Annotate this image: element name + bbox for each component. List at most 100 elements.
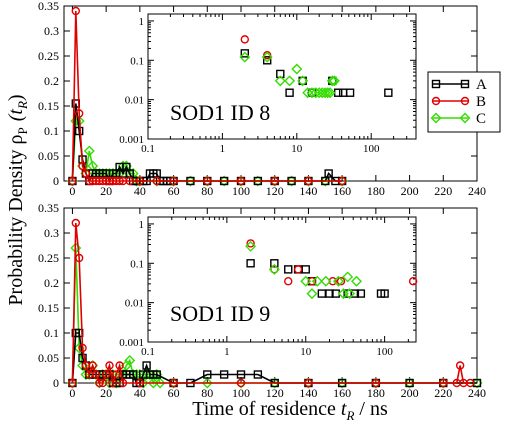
top-inset-frame bbox=[147, 13, 417, 140]
top-x-tick-label: 220 bbox=[434, 184, 452, 198]
top-series-B-point bbox=[81, 169, 91, 178]
top-inset-series-A-point bbox=[240, 49, 249, 58]
bottom-inset-x-tick-label: 100 bbox=[376, 346, 393, 358]
bottom-x-tick-label: 180 bbox=[367, 386, 385, 400]
top-series-A-point bbox=[74, 126, 84, 136]
top-series-A-point bbox=[324, 169, 333, 178]
top-y-tick-label: 0.1 bbox=[44, 124, 59, 138]
top-y-tick-label: 0.25 bbox=[38, 49, 59, 63]
bottom-inset-x-tick-label: 0.1 bbox=[141, 346, 155, 358]
bottom-series-B-point bbox=[98, 378, 107, 388]
bottom-series-B-point bbox=[135, 378, 145, 388]
bottom-series-B-point bbox=[101, 370, 111, 379]
bottom-inset-series-C-point bbox=[342, 271, 354, 283]
bottom-y-tick-label: 0.25 bbox=[38, 251, 59, 265]
bottom-x-tick-label: 60 bbox=[168, 386, 180, 400]
top-inset-series-C-point bbox=[239, 51, 251, 63]
bottom-y-tick-label: 0 bbox=[53, 376, 59, 390]
bottom-y-tick-label: 0.3 bbox=[44, 226, 59, 240]
top-inset-x-tick-label: 100 bbox=[363, 143, 380, 155]
bottom-series-C-point bbox=[201, 377, 213, 389]
legend-label-A: A bbox=[476, 77, 487, 93]
top-inset-x-tick-label: 1 bbox=[220, 143, 226, 155]
bottom-inset-series-C-point bbox=[344, 288, 356, 300]
top-inset-series-A-point bbox=[276, 69, 285, 79]
top-inset-series-A-point bbox=[298, 76, 307, 86]
bottom-inset-series-C-point bbox=[351, 275, 362, 287]
bottom-inset-series-C-point bbox=[245, 240, 257, 252]
top-inset-marks: 0.1 1 10 100 0.001 0.01 0.1 1 bbox=[119, 14, 417, 155]
bottom-series-B-point bbox=[455, 361, 465, 370]
bottom-series-B-point bbox=[74, 253, 84, 263]
top-inset-series-C-point bbox=[302, 87, 314, 99]
top-inset-series-C-point bbox=[328, 75, 340, 87]
legend: ABC bbox=[427, 71, 501, 133]
top-inset-label: SOD1 ID 8 bbox=[170, 100, 270, 125]
bottom-series-B-point bbox=[105, 361, 114, 370]
top-inset-series-C-point bbox=[284, 75, 296, 87]
bottom-series-B-point bbox=[78, 343, 87, 353]
bottom-series-B-point bbox=[169, 378, 178, 388]
top-y-tick-label: 0.05 bbox=[38, 149, 59, 163]
top-inset-series-C-point bbox=[322, 87, 334, 99]
bottom-series-B-point bbox=[88, 361, 97, 370]
legend-marker-C bbox=[430, 112, 442, 124]
bottom-series-B-point bbox=[466, 378, 475, 388]
bottom-x-tick-label: 100 bbox=[232, 386, 250, 400]
bottom-series-B-point bbox=[304, 378, 313, 388]
bottom-inset-series-B-point bbox=[408, 277, 418, 286]
top-x-tick-label: 140 bbox=[299, 184, 317, 198]
top-inset-x-tick-label: 10 bbox=[291, 143, 303, 155]
top-x-tick-label: 20 bbox=[100, 184, 112, 198]
top-x-tick-label: 200 bbox=[401, 184, 419, 198]
top-series-B-point bbox=[236, 176, 246, 186]
top-x-tick-label: 100 bbox=[232, 184, 250, 198]
top-x-tick-label: 0 bbox=[69, 184, 75, 198]
bottom-x-tick-label: 160 bbox=[333, 386, 351, 400]
bottom-series-B-point bbox=[68, 378, 77, 388]
legend-marker-B bbox=[460, 96, 470, 106]
bottom-series-A-point bbox=[236, 370, 246, 379]
bottom-series-C-point bbox=[124, 355, 136, 366]
bottom-inset-x-tick-label: 1 bbox=[224, 346, 230, 358]
top-inset-series-C-point bbox=[291, 63, 303, 75]
bottom-x-tick-label: 0 bbox=[69, 386, 75, 400]
top-series-B-point bbox=[135, 176, 145, 186]
top-inset-series-A-point bbox=[345, 88, 355, 97]
bottom-series-A-point bbox=[253, 370, 263, 379]
top-inset-series-C-point bbox=[274, 75, 286, 87]
bottom-y-tick-label: 0.05 bbox=[38, 351, 59, 365]
top-inset-series-C-point bbox=[297, 75, 309, 87]
top-inset-series-C-point bbox=[319, 87, 331, 99]
top-inset-series-A-point bbox=[328, 76, 337, 86]
bottom-x-tick-label: 140 bbox=[299, 386, 317, 400]
top-series-B-point bbox=[304, 176, 313, 186]
bottom-inset-series-B-point bbox=[284, 277, 293, 286]
top-inset-series-C-point bbox=[324, 87, 336, 99]
top-series-B-point bbox=[78, 161, 87, 171]
x-axis-label: Time of residence tR / ns bbox=[192, 398, 388, 423]
top-x-tick-label: 80 bbox=[201, 184, 213, 198]
top-y-tick-label: 0.3 bbox=[44, 24, 59, 38]
top-inset-series-B-point bbox=[262, 50, 272, 60]
top-series-B-point bbox=[169, 176, 178, 186]
top-x-tick-label: 240 bbox=[468, 184, 486, 198]
bottom-inset-series-C-point bbox=[306, 288, 318, 300]
bottom-series-B-point bbox=[115, 361, 124, 370]
top-inset-y-tick-label: 1 bbox=[139, 16, 145, 28]
bottom-inset-series-C-point bbox=[332, 275, 344, 287]
bottom-series-B-point bbox=[371, 378, 381, 388]
bottom-inset-y-tick-label: 0.001 bbox=[119, 337, 144, 349]
bottom-x-tick-label: 120 bbox=[266, 386, 284, 400]
bottom-series-B-line bbox=[71, 222, 471, 386]
top-inset-series-A-point bbox=[384, 88, 393, 97]
bottom-series-C-point bbox=[154, 377, 166, 389]
bottom-inset-series-A-point bbox=[350, 289, 360, 298]
top-x-tick-label: 160 bbox=[333, 184, 351, 198]
bottom-inset-series-B-point bbox=[307, 277, 317, 286]
bottom-inset-series-C-point bbox=[320, 275, 332, 287]
bottom-inset-series-A-point bbox=[325, 289, 334, 298]
legend-label-C: C bbox=[476, 111, 486, 127]
top-series-B-point bbox=[203, 176, 212, 186]
